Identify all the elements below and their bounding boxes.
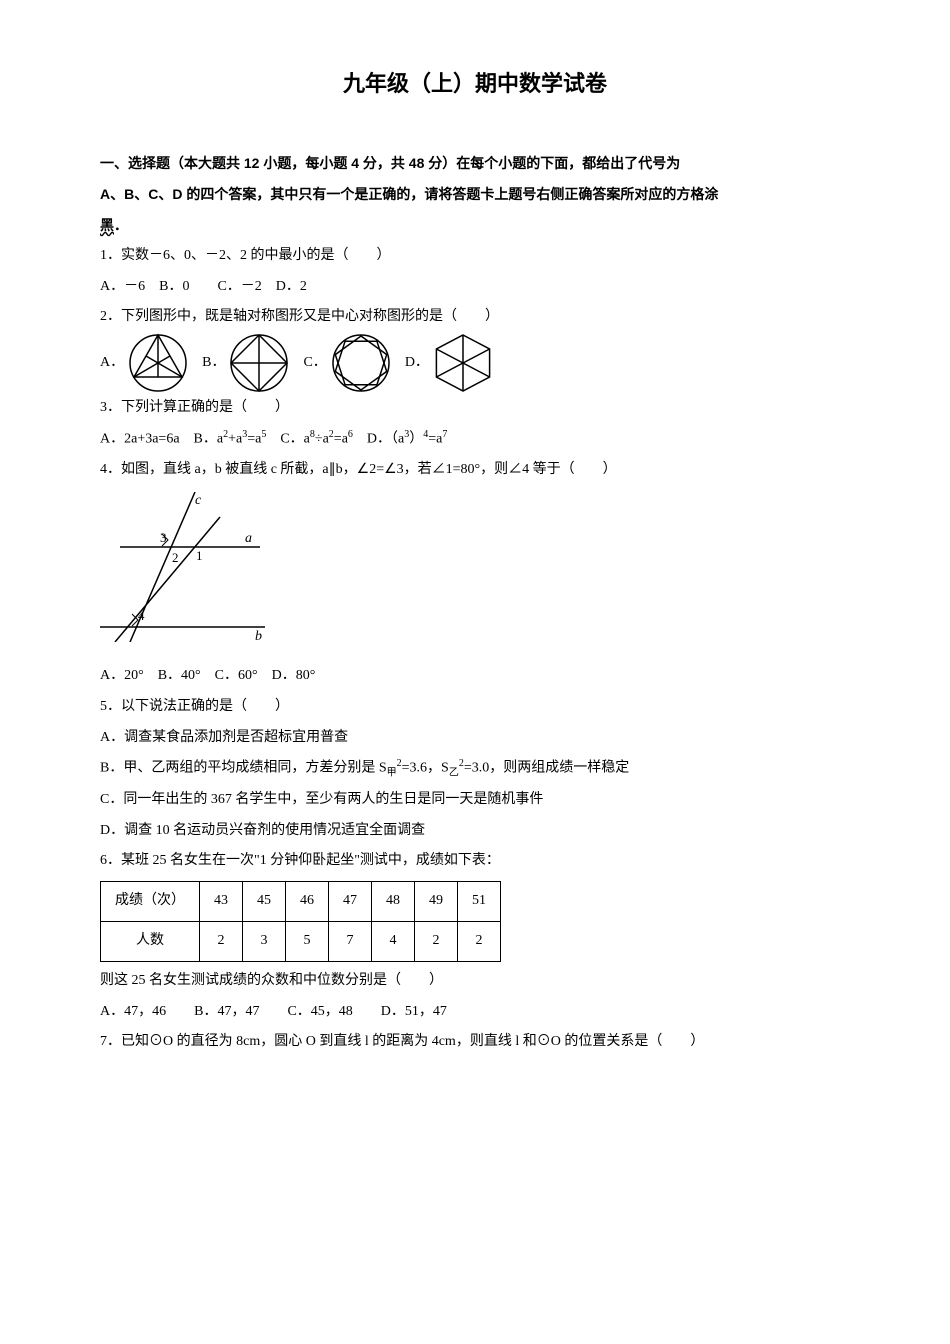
svg-text:4: 4	[138, 608, 145, 623]
q3-options: A．2a+3a=6a B．a2+a3=a5 C．a8÷a2=a6 D．（a3）4…	[100, 424, 850, 455]
q6-options: A．47，46 B．47，47 C．45，48 D．51，47	[100, 997, 850, 1028]
q2-option-c: C．	[303, 333, 394, 393]
q6-row-2: 3	[243, 922, 286, 962]
q6-header-7: 51	[458, 882, 501, 922]
svg-text:a: a	[245, 531, 252, 546]
q2-stem: 2．下列图形中，既是轴对称图形又是中心对称图形的是（ ）	[100, 302, 850, 333]
q2-options-row: A． B． C． D．	[100, 333, 850, 393]
q2-option-b: B．	[202, 333, 293, 393]
q2-shape-a-icon	[128, 333, 188, 393]
svg-text:1: 1	[196, 548, 203, 563]
svg-text:2: 2	[172, 550, 179, 565]
q6-row-3: 5	[286, 922, 329, 962]
instructions-line-3: 黑．	[100, 210, 850, 241]
q1-options: A．－6 B．0 C．－2 D．2	[100, 272, 850, 303]
q4-options: A．20° B．40° C．60° D．80°	[100, 661, 850, 692]
q6-row-7: 2	[458, 922, 501, 962]
q2-option-d: D．	[405, 333, 497, 393]
q2-shape-b-icon	[229, 333, 289, 393]
q2-a-label: A．	[100, 348, 124, 379]
q5-stem: 5．以下说法正确的是（ ）	[100, 692, 850, 723]
q6-header-3: 46	[286, 882, 329, 922]
q6-row-4: 7	[329, 922, 372, 962]
q2-shape-c-icon	[331, 333, 391, 393]
q5-option-b: B．甲、乙两组的平均成绩相同，方差分别是 S甲2=3.6，S乙2=3.0，则两组…	[100, 753, 850, 784]
page-title: 九年级（上）期中数学试卷	[100, 60, 850, 108]
q2-c-label: C．	[303, 348, 326, 379]
q6-stem: 6．某班 25 名女生在一次"1 分钟仰卧起坐"测试中，成绩如下表：	[100, 846, 850, 877]
q6-after: 则这 25 名女生测试成绩的众数和中位数分别是（ ）	[100, 966, 850, 997]
q6-row-6: 2	[415, 922, 458, 962]
q5-option-a: A．调查某食品添加剂是否超标宜用普查	[100, 723, 850, 754]
q7-stem: 7．已知⊙O 的直径为 8cm，圆心 O 到直线 l 的距离为 4cm，则直线 …	[100, 1027, 850, 1058]
q6-header-0: 成绩（次）	[101, 882, 200, 922]
instructions-underlined: 黑	[100, 217, 114, 233]
q6-header-1: 43	[200, 882, 243, 922]
svg-text:c: c	[195, 493, 202, 508]
q6-header-6: 49	[415, 882, 458, 922]
q1-stem: 1．实数－6、0、－2、2 的中最小的是（ ）	[100, 241, 850, 272]
instructions-line-1: 一、选择题（本大题共 12 小题，每小题 4 分，共 48 分）在每个小题的下面…	[100, 148, 850, 179]
q2-option-a: A．	[100, 333, 192, 393]
q6-row-0: 人数	[101, 922, 200, 962]
q6-header-4: 47	[329, 882, 372, 922]
q4-figure: c a b 3 2 1 4	[100, 492, 850, 655]
q6-header-2: 45	[243, 882, 286, 922]
q4-stem: 4．如图，直线 a，b 被直线 c 所截，a∥b，∠2=∠3，若∠1=80°，则…	[100, 455, 850, 486]
table-row: 成绩（次） 43 45 46 47 48 49 51	[101, 882, 501, 922]
q5-option-d: D．调查 10 名运动员兴奋剂的使用情况适宜全面调查	[100, 816, 850, 847]
q2-b-label: B．	[202, 348, 225, 379]
table-row: 人数 2 3 5 7 4 2 2	[101, 922, 501, 962]
svg-text:b: b	[255, 629, 262, 642]
q6-row-5: 4	[372, 922, 415, 962]
q6-table: 成绩（次） 43 45 46 47 48 49 51 人数 2 3 5 7 4 …	[100, 881, 501, 962]
q5-option-c: C．同一年出生的 367 名学生中，至少有两人的生日是同一天是随机事件	[100, 785, 850, 816]
q2-d-label: D．	[405, 348, 429, 379]
q3-stem: 3．下列计算正确的是（ ）	[100, 393, 850, 424]
q6-row-1: 2	[200, 922, 243, 962]
instructions-line-2: A、B、C、D 的四个答案，其中只有一个是正确的，请将答题卡上题号右侧正确答案所…	[100, 179, 850, 210]
q2-shape-d-icon	[433, 333, 493, 393]
q6-header-5: 48	[372, 882, 415, 922]
q4-figure-icon: c a b 3 2 1 4	[100, 492, 270, 642]
